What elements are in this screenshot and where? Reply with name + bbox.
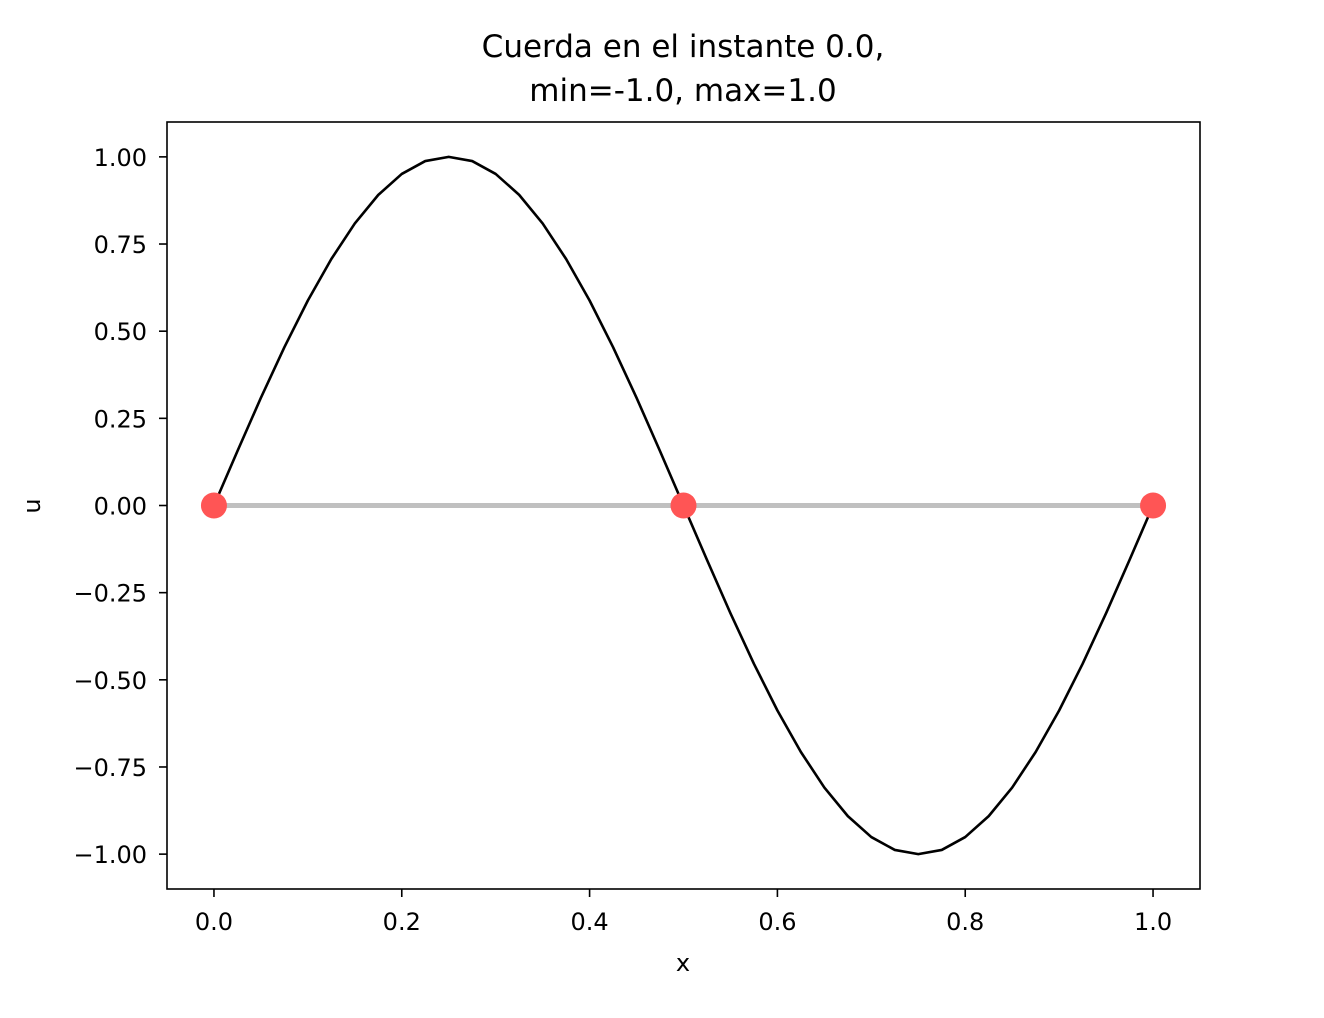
chart-title-line-2: min=-1.0, max=1.0 [529,73,836,109]
y-tick-label: 1.00 [94,144,147,172]
y-tick-label: 0.25 [94,405,147,433]
y-tick-label: −0.75 [73,754,147,782]
y-tick-label: −0.50 [73,667,147,695]
y-tick-label: −1.00 [73,841,147,869]
y-tick-label: 0.50 [94,318,147,346]
x-axis-label: x [676,949,690,977]
x-tick-label: 0.0 [195,908,233,936]
x-tick-label: 0.4 [571,908,609,936]
y-axis-label: u [18,498,46,513]
x-axis: 0.0 0.2 0.4 0.6 0.8 1.0 [195,889,1172,936]
y-tick-label: −0.25 [73,580,147,608]
plot-area [200,155,1167,856]
y-tick-label: 0.75 [94,231,147,259]
y-tick-label: 0.00 [94,493,147,521]
series-2-point [200,492,227,519]
series-2-point [670,492,697,519]
y-axis: 1.00 0.75 0.50 0.25 0.00 −0.25 −0.50 −0.75 −1.00 [73,144,167,869]
x-tick-label: 1.0 [1134,908,1172,936]
chart-title-line-1: Cuerda en el instante 0.0, [482,29,885,65]
x-tick-label: 0.2 [383,908,421,936]
x-tick-label: 0.8 [946,908,984,936]
series-2-point [1140,492,1167,519]
x-tick-label: 0.6 [758,908,796,936]
